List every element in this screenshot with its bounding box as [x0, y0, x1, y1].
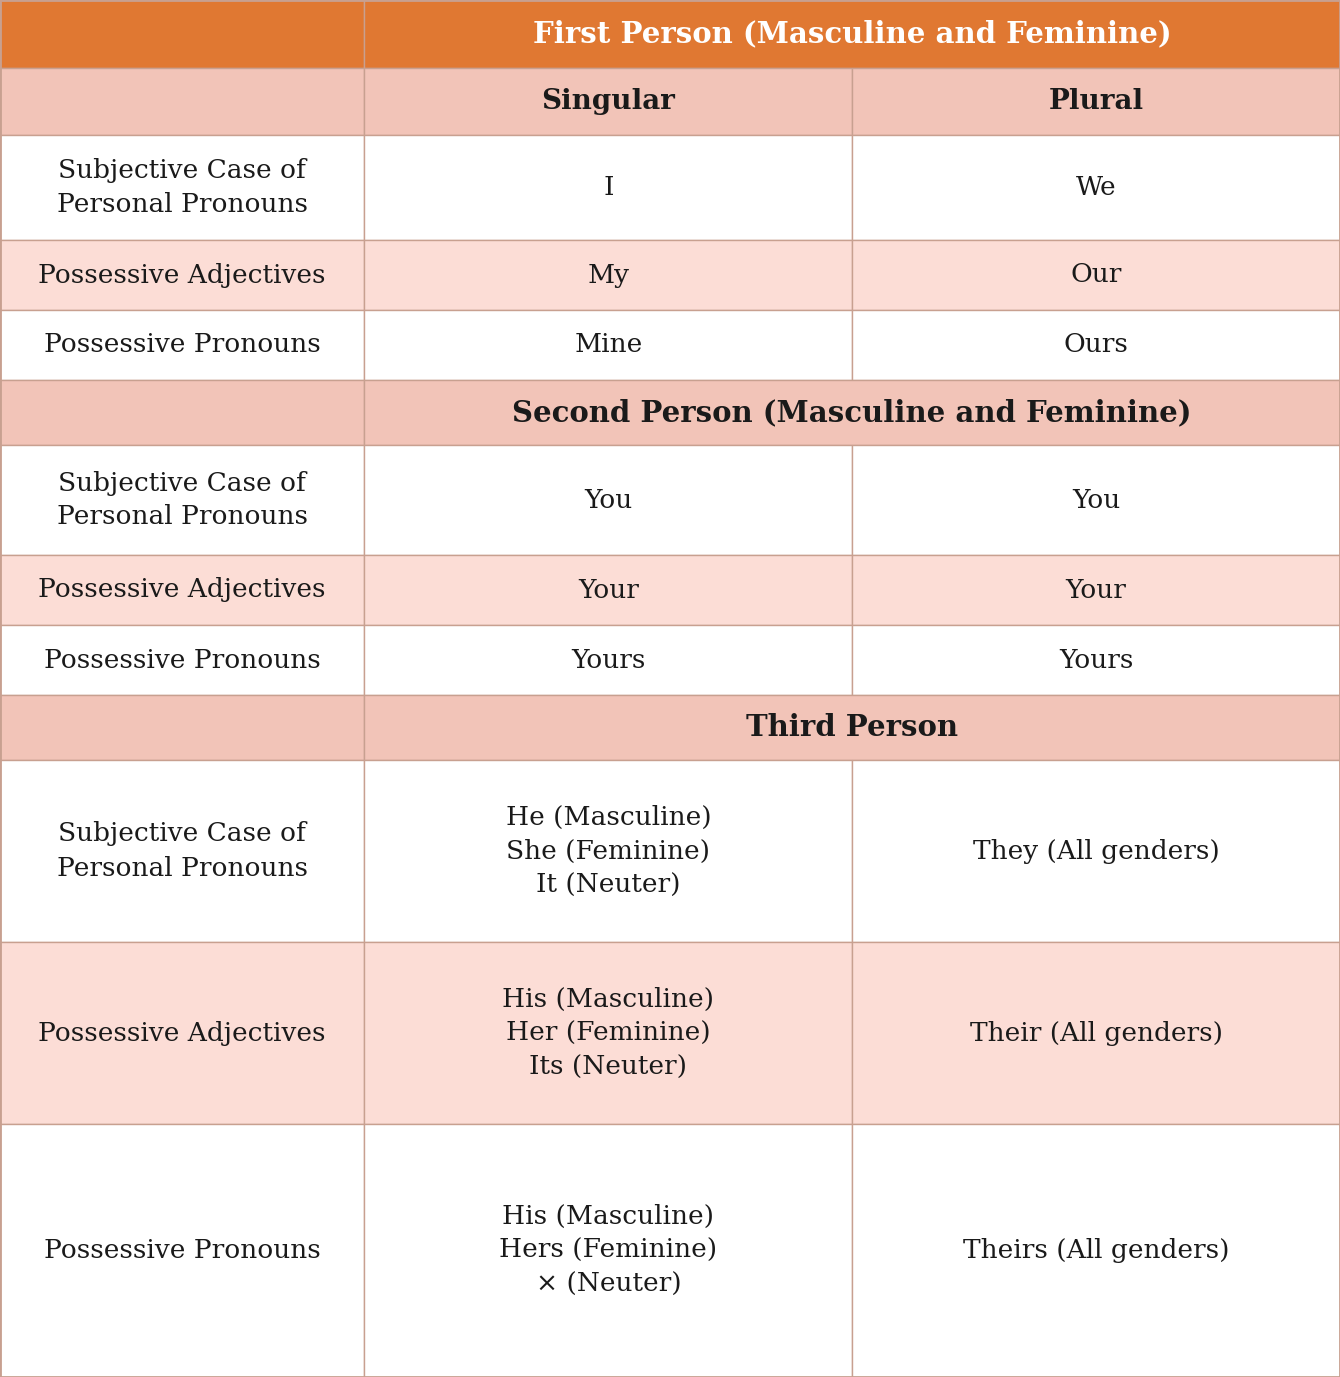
- Bar: [364, 555, 852, 625]
- Text: First Person (Masculine and Feminine): First Person (Masculine and Feminine): [533, 19, 1171, 48]
- Text: Possessive Pronouns: Possessive Pronouns: [44, 1238, 320, 1263]
- Bar: [852, 445, 1340, 555]
- Text: I: I: [603, 175, 614, 200]
- Bar: [0, 67, 364, 135]
- Text: My: My: [587, 263, 630, 288]
- Text: Possessive Adjectives: Possessive Adjectives: [39, 263, 326, 288]
- Bar: [364, 67, 852, 135]
- Text: Subjective Case of
Personal Pronouns: Subjective Case of Personal Pronouns: [56, 822, 308, 880]
- Text: Possessive Pronouns: Possessive Pronouns: [44, 332, 320, 358]
- Text: Their (All genders): Their (All genders): [970, 1020, 1222, 1045]
- Text: Possessive Adjectives: Possessive Adjectives: [39, 577, 326, 603]
- Bar: [364, 760, 852, 942]
- Text: Third Person: Third Person: [746, 713, 958, 742]
- Text: Your: Your: [578, 577, 639, 603]
- Bar: [0, 0, 364, 67]
- Text: His (Masculine)
Her (Feminine)
Its (Neuter): His (Masculine) Her (Feminine) Its (Neut…: [502, 986, 714, 1080]
- Bar: [852, 240, 1340, 310]
- Text: Our: Our: [1071, 263, 1122, 288]
- Text: Subjective Case of
Personal Pronouns: Subjective Case of Personal Pronouns: [56, 158, 308, 218]
- Bar: [0, 625, 364, 695]
- Text: Plural: Plural: [1049, 88, 1143, 116]
- Bar: [0, 135, 364, 240]
- Text: His (Masculine)
Hers (Feminine)
× (Neuter): His (Masculine) Hers (Feminine) × (Neute…: [500, 1203, 717, 1297]
- Bar: [0, 555, 364, 625]
- Text: Singular: Singular: [541, 88, 675, 116]
- Bar: [364, 310, 852, 380]
- Text: Possessive Pronouns: Possessive Pronouns: [44, 647, 320, 672]
- Bar: [364, 695, 1340, 760]
- Bar: [852, 1124, 1340, 1377]
- Bar: [364, 1124, 852, 1377]
- Text: Subjective Case of
Personal Pronouns: Subjective Case of Personal Pronouns: [56, 471, 308, 530]
- Bar: [852, 135, 1340, 240]
- Text: He (Masculine)
She (Feminine)
It (Neuter): He (Masculine) She (Feminine) It (Neuter…: [505, 804, 712, 898]
- Text: We: We: [1076, 175, 1116, 200]
- Bar: [0, 695, 364, 760]
- Bar: [852, 625, 1340, 695]
- Bar: [364, 942, 852, 1124]
- Text: Mine: Mine: [575, 332, 642, 358]
- Text: Theirs (All genders): Theirs (All genders): [963, 1238, 1229, 1263]
- Bar: [0, 760, 364, 942]
- Bar: [0, 942, 364, 1124]
- Bar: [0, 1124, 364, 1377]
- Text: Possessive Adjectives: Possessive Adjectives: [39, 1020, 326, 1045]
- Bar: [852, 555, 1340, 625]
- Text: You: You: [1072, 487, 1120, 512]
- Bar: [0, 445, 364, 555]
- Bar: [364, 380, 1340, 445]
- Text: Yours: Yours: [571, 647, 646, 672]
- Bar: [364, 135, 852, 240]
- Text: Yours: Yours: [1059, 647, 1134, 672]
- Text: They (All genders): They (All genders): [973, 839, 1219, 863]
- Bar: [0, 310, 364, 380]
- Bar: [0, 240, 364, 310]
- Text: Second Person (Masculine and Feminine): Second Person (Masculine and Feminine): [512, 398, 1193, 427]
- Bar: [852, 942, 1340, 1124]
- Bar: [364, 240, 852, 310]
- Bar: [364, 445, 852, 555]
- Bar: [364, 0, 1340, 67]
- Bar: [852, 67, 1340, 135]
- Bar: [852, 310, 1340, 380]
- Bar: [0, 380, 364, 445]
- Text: Your: Your: [1065, 577, 1127, 603]
- Bar: [364, 625, 852, 695]
- Bar: [852, 760, 1340, 942]
- Text: Ours: Ours: [1064, 332, 1128, 358]
- Text: You: You: [584, 487, 632, 512]
